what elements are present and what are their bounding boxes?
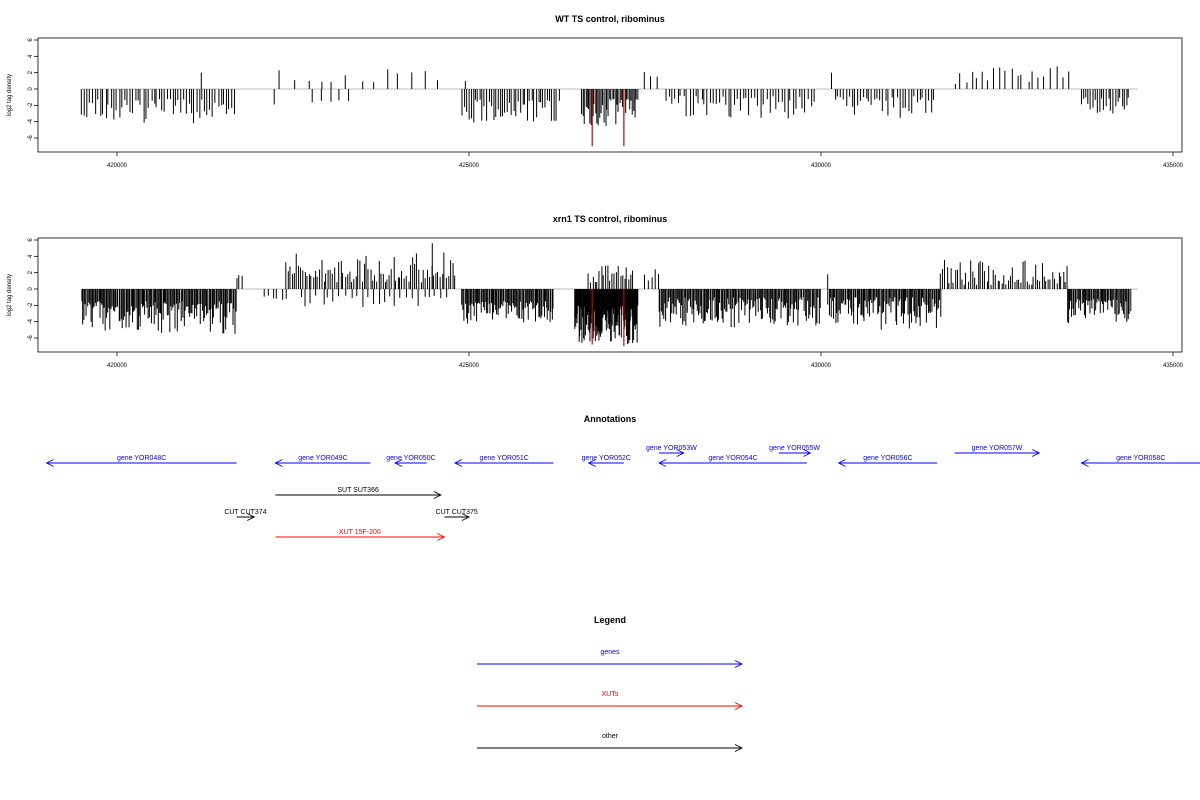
feature-arrowhead	[1080, 459, 1089, 467]
panel-wt-bars	[80, 66, 1129, 126]
feature-arrowhead	[247, 513, 256, 521]
feature-label: gene YOR054C	[708, 455, 757, 462]
y-tick-label: 2	[28, 270, 34, 274]
legend-arrowhead	[734, 702, 744, 710]
panel-wt-y-axis: -6 -4 -2 0 2 4 6	[28, 38, 38, 141]
feature-arrowhead	[433, 491, 442, 499]
annotation-feature: gene YOR050C	[386, 455, 436, 467]
panel-wt-title: WT TS control, ribominus	[555, 14, 665, 24]
panel-xrn1-x-axis: 420000 425000 430000 435000	[107, 352, 1184, 369]
legend-label: other	[602, 733, 619, 740]
annotation-feature: CUT CUT374	[224, 509, 267, 521]
panel-wt-highlights	[591, 89, 625, 147]
panel-wt-frame	[37, 37, 1183, 153]
legend-item: other	[477, 733, 744, 752]
x-tick-label: 430000	[811, 163, 832, 169]
annotation-feature: gene YOR056C	[837, 455, 938, 467]
annotation-feature: gene YOR055W	[769, 445, 820, 457]
panel-xrn1-frame	[37, 237, 1183, 353]
feature-arrowhead	[658, 459, 667, 467]
panel-xrn1-title: xrn1 TS control, ribominus	[553, 214, 668, 224]
feature-label: gene YOR050C	[386, 455, 435, 462]
feature-label: gene YOR051C	[480, 455, 529, 462]
panel-xrn1-highlights	[591, 289, 625, 347]
annotation-feature: gene YOR049C	[274, 455, 371, 467]
panel-wt-x-axis: 420000 425000 430000 435000	[107, 152, 1184, 169]
legend-panel: Legend genes XUTs other	[477, 615, 744, 752]
annotation-feature: CUT CUT375	[436, 509, 478, 521]
panel-xrn1-y-axis: -6 -4 -2 0 2 4 6	[28, 238, 38, 341]
feature-label: XUT 15F-200	[339, 529, 381, 536]
x-tick-label: 425000	[459, 163, 480, 169]
panel-xrn1: xrn1 TS control, ribominus log2 tag dens…	[7, 214, 1184, 369]
y-tick-label: -2	[28, 302, 34, 308]
feature-label: gene YOR058C	[1116, 455, 1165, 462]
annotation-feature: SUT SUT366	[275, 487, 442, 499]
x-tick-label: 420000	[107, 163, 128, 169]
feature-arrowhead	[837, 459, 846, 467]
y-tick-label: 4	[28, 54, 34, 58]
feature-arrowhead	[437, 533, 446, 541]
feature-arrowhead	[676, 449, 685, 457]
x-tick-label: 435000	[1163, 363, 1184, 369]
y-tick-label: 4	[28, 254, 34, 258]
feature-arrowhead	[587, 459, 596, 467]
panel-wt: WT TS control, ribominus log2 tag densit…	[7, 14, 1184, 169]
x-tick-label: 425000	[459, 363, 480, 369]
feature-label: gene YOR048C	[117, 455, 166, 462]
legend-title: Legend	[594, 615, 626, 625]
y-tick-label: -4	[28, 118, 34, 124]
feature-label: CUT CUT374	[224, 509, 266, 516]
feature-label: SUT SUT366	[337, 487, 379, 494]
y-tick-label: 0	[28, 287, 34, 291]
feature-arrowhead	[274, 459, 283, 467]
annotation-feature: gene YOR048C	[45, 455, 237, 467]
feature-label: gene YOR057W	[972, 445, 1023, 452]
x-tick-label: 435000	[1163, 163, 1184, 169]
y-tick-label: 6	[28, 238, 34, 242]
legend-label: genes	[600, 649, 620, 656]
annotation-feature: gene YOR051C	[453, 455, 554, 467]
feature-arrowhead	[45, 459, 54, 467]
feature-arrowhead	[803, 449, 812, 457]
y-tick-label: 0	[28, 87, 34, 91]
legend-label: XUTs	[602, 691, 619, 698]
y-tick-label: -6	[28, 335, 34, 341]
legend-item: genes	[477, 649, 744, 668]
feature-label: CUT CUT375	[436, 509, 478, 516]
annotation-feature: XUT 15F-200	[275, 529, 446, 541]
panel-wt-ylabel: log2 tag density	[7, 74, 13, 116]
feature-label: gene YOR055W	[769, 445, 820, 452]
annotations-title: Annotations	[584, 414, 637, 424]
annotation-feature: gene YOR052C	[582, 455, 631, 467]
panel-xrn1-bars	[81, 243, 1132, 345]
x-tick-label: 420000	[107, 363, 128, 369]
legend-arrowhead	[734, 744, 744, 752]
annotation-feature: gene YOR057W	[954, 445, 1041, 457]
legend-items: genes XUTs other	[477, 649, 744, 752]
feature-arrowhead	[394, 459, 403, 467]
y-tick-label: 2	[28, 70, 34, 74]
feature-label: gene YOR056C	[863, 455, 912, 462]
y-tick-label: -6	[28, 135, 34, 141]
x-tick-label: 430000	[811, 363, 832, 369]
y-tick-label: -2	[28, 102, 34, 108]
y-tick-label: 6	[28, 38, 34, 42]
legend-arrowhead	[734, 660, 744, 668]
feature-arrowhead	[461, 513, 471, 521]
feature-label: gene YOR053W	[646, 445, 697, 452]
annotations-panel: Annotations gene YOR048C gene YOR049C gene…	[45, 414, 1200, 541]
annotation-feature: gene YOR053W	[646, 445, 697, 457]
y-tick-label: -4	[28, 318, 34, 324]
legend-item: XUTs	[477, 691, 744, 710]
feature-arrowhead	[1032, 449, 1041, 457]
annotation-feature: gene YOR054C	[658, 455, 807, 467]
feature-label: gene YOR052C	[582, 455, 631, 462]
feature-label: gene YOR049C	[298, 455, 347, 462]
annotation-features: gene YOR048C gene YOR049C gene YOR050C gene…	[45, 445, 1200, 541]
panel-xrn1-ylabel: log2 tag density	[7, 274, 13, 316]
annotation-feature: gene YOR058C	[1080, 455, 1200, 467]
feature-arrowhead	[453, 459, 463, 467]
